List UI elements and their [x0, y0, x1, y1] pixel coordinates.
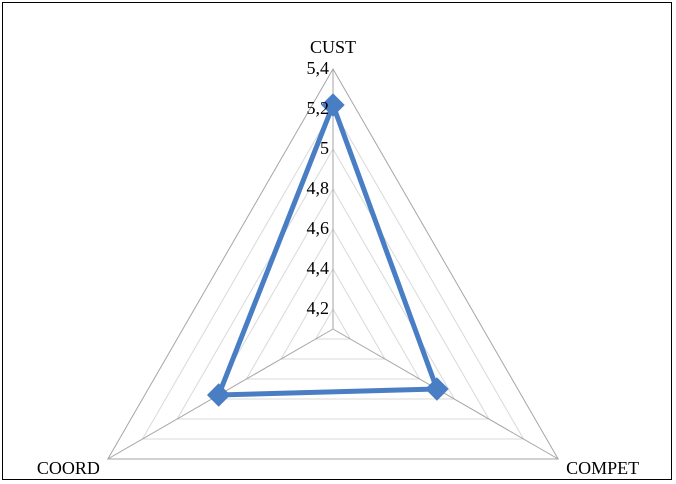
label-layer: CUST COMPET COORD	[37, 37, 639, 478]
axis-layer	[107, 69, 559, 460]
grid-ring	[245, 227, 421, 380]
grid-layer	[106, 68, 560, 460]
grid-ring	[176, 148, 490, 420]
tick-label: 4,4	[307, 258, 330, 278]
tick-label: 4,8	[307, 178, 330, 198]
category-label-cust: CUST	[310, 37, 356, 57]
grid-ring	[314, 307, 352, 340]
tick-layer: 4,2 4,4 4,6 4,8 5 5,2 5,4	[307, 58, 330, 318]
category-label-compet: COMPET	[566, 458, 639, 478]
tick-label: 5,4	[307, 58, 330, 78]
tick-label: 4,2	[307, 298, 330, 318]
grid-ring	[210, 188, 456, 400]
series-line	[216, 102, 440, 398]
tick-label: 5	[320, 138, 329, 158]
tick-label: 4,6	[307, 218, 330, 238]
grid-ring	[280, 267, 386, 360]
series-layer	[206, 93, 449, 407]
grid-ring	[141, 107, 525, 440]
data-point-compet	[425, 377, 449, 401]
grid-ring	[106, 68, 560, 460]
tick-label: 5,2	[307, 98, 330, 118]
data-point-coord	[206, 383, 231, 407]
chart-frame	[2, 2, 672, 480]
category-label-coord: COORD	[37, 458, 100, 478]
data-point-cust	[321, 93, 345, 117]
spoke-compet	[332, 328, 559, 460]
